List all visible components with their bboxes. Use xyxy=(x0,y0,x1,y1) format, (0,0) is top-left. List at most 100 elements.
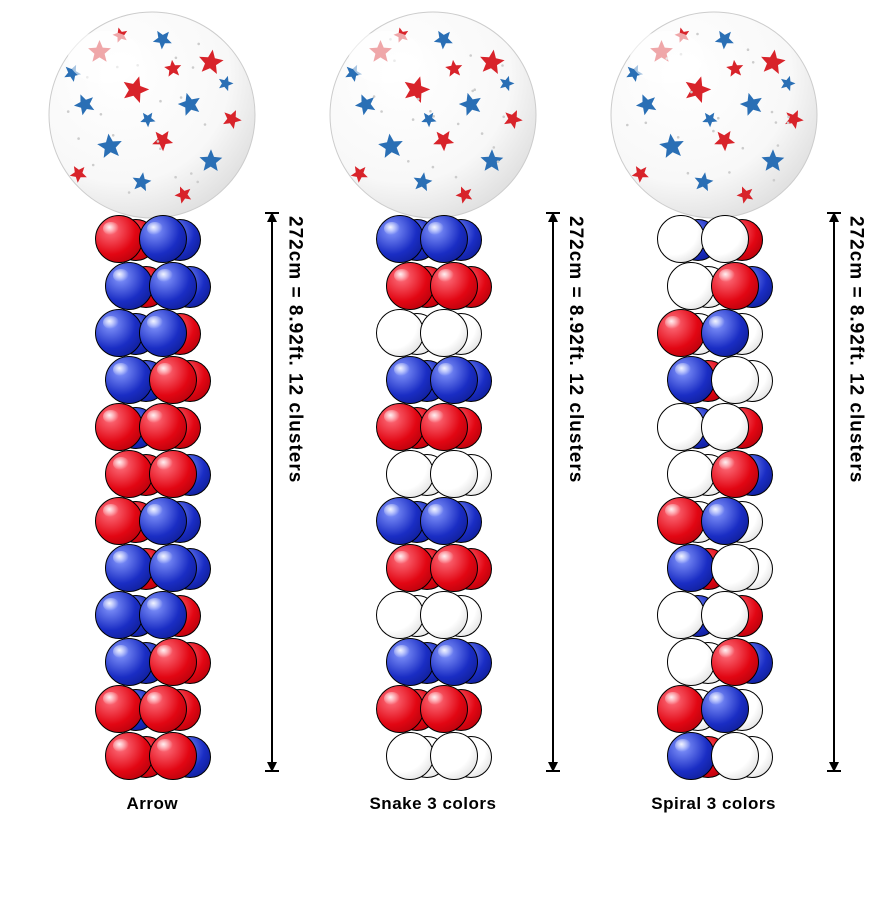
balloon xyxy=(430,638,478,686)
balloon xyxy=(149,262,197,310)
balloon-row xyxy=(376,732,490,780)
balloon xyxy=(149,638,197,686)
balloon xyxy=(139,685,187,733)
balloon xyxy=(657,403,705,451)
column-snake: Snake 3 colors 272cm = 8.92ft. 12 cluste… xyxy=(328,10,544,814)
balloon xyxy=(376,309,424,357)
balloon xyxy=(711,262,759,310)
balloon-row xyxy=(95,732,209,780)
balloon xyxy=(386,544,434,592)
balloon-row xyxy=(657,638,771,686)
balloon xyxy=(149,356,197,404)
balloon-column: Arrow xyxy=(47,10,257,814)
balloon-row xyxy=(657,450,771,498)
balloon xyxy=(139,497,187,545)
balloon xyxy=(711,356,759,404)
balloon xyxy=(149,544,197,592)
balloon xyxy=(711,638,759,686)
balloon xyxy=(95,309,143,357)
balloon xyxy=(667,732,715,780)
balloon xyxy=(386,262,434,310)
balloon-row xyxy=(657,309,771,357)
balloon-row xyxy=(376,685,490,733)
balloon-row xyxy=(376,450,490,498)
balloon xyxy=(386,356,434,404)
balloon-row xyxy=(657,403,771,451)
balloon xyxy=(105,356,153,404)
measurement-text: 272cm = 8.92ft. 12 clusters xyxy=(283,216,305,483)
balloon-row xyxy=(95,685,209,733)
column-label: Snake 3 colors xyxy=(369,794,496,814)
balloon xyxy=(657,685,705,733)
balloon xyxy=(711,544,759,592)
balloon-row xyxy=(376,497,490,545)
balloon-row xyxy=(95,638,209,686)
balloon xyxy=(667,638,715,686)
balloon-row xyxy=(95,450,209,498)
balloon xyxy=(139,215,187,263)
measurement-text: 272cm = 8.92ft. 12 clusters xyxy=(564,216,586,483)
balloon xyxy=(420,215,468,263)
column-arrow: Arrow 272cm = 8.92ft. 12 clusters xyxy=(47,10,263,814)
balloon-row xyxy=(376,262,490,310)
balloon-row xyxy=(95,309,209,357)
balloon xyxy=(667,356,715,404)
balloon xyxy=(701,215,749,263)
balloon-row xyxy=(95,497,209,545)
balloon xyxy=(105,732,153,780)
balloon xyxy=(701,403,749,451)
balloon-row xyxy=(376,403,490,451)
balloon-row xyxy=(657,497,771,545)
balloon xyxy=(95,403,143,451)
balloon xyxy=(420,403,468,451)
balloon xyxy=(701,309,749,357)
balloon-row xyxy=(95,544,209,592)
balloon-row xyxy=(376,638,490,686)
balloon-row xyxy=(657,262,771,310)
balloon xyxy=(376,403,424,451)
balloon xyxy=(701,591,749,639)
balloon xyxy=(667,262,715,310)
balloon-row xyxy=(657,591,771,639)
topper-balloon xyxy=(609,10,819,225)
balloon xyxy=(420,685,468,733)
balloon-row xyxy=(376,356,490,404)
balloon xyxy=(430,356,478,404)
balloon xyxy=(657,309,705,357)
balloon-row xyxy=(657,685,771,733)
balloon xyxy=(95,685,143,733)
balloon xyxy=(386,638,434,686)
balloon xyxy=(139,591,187,639)
balloon xyxy=(430,450,478,498)
balloon-row xyxy=(95,591,209,639)
balloon xyxy=(420,309,468,357)
topper-balloon xyxy=(328,10,538,225)
measurement-text: 272cm = 8.92ft. 12 clusters xyxy=(845,216,867,483)
column-spiral: Spiral 3 colors 272cm = 8.92ft. 12 clust… xyxy=(609,10,825,814)
balloon-row xyxy=(657,732,771,780)
balloon xyxy=(657,215,705,263)
balloon xyxy=(139,309,187,357)
balloon-row xyxy=(376,544,490,592)
balloon xyxy=(420,497,468,545)
balloon xyxy=(667,544,715,592)
balloon xyxy=(701,685,749,733)
column-label: Spiral 3 colors xyxy=(651,794,776,814)
balloon xyxy=(667,450,715,498)
balloon xyxy=(149,450,197,498)
balloon xyxy=(95,591,143,639)
balloon-stack xyxy=(376,215,490,786)
balloon xyxy=(139,403,187,451)
balloon xyxy=(430,544,478,592)
balloon-row xyxy=(376,591,490,639)
balloon xyxy=(657,497,705,545)
column-label: Arrow xyxy=(127,794,179,814)
balloon xyxy=(386,732,434,780)
balloon xyxy=(430,262,478,310)
balloon-column: Snake 3 colors xyxy=(328,10,538,814)
balloon-row xyxy=(95,403,209,451)
balloon xyxy=(386,450,434,498)
balloon-stack xyxy=(95,215,209,786)
balloon xyxy=(376,497,424,545)
balloon xyxy=(105,544,153,592)
